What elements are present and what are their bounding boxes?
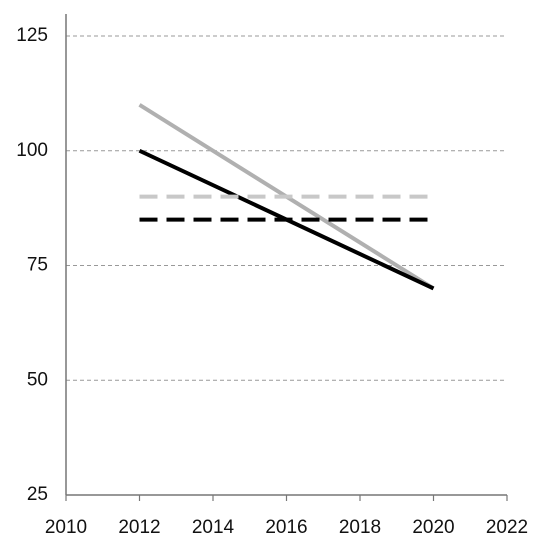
x-tick-label: 2012 — [118, 517, 160, 538]
y-tick-label: 25 — [27, 484, 48, 505]
x-tick-label: 2022 — [486, 517, 528, 538]
x-tick-label: 2014 — [192, 517, 235, 538]
x-tick-label: 2018 — [339, 517, 381, 538]
x-tick-label: 2010 — [45, 517, 87, 538]
x-tick-label: 2020 — [412, 517, 454, 538]
x-tick-label: 2016 — [265, 517, 307, 538]
y-tick-label: 125 — [16, 25, 48, 46]
y-tick-label: 100 — [16, 140, 48, 161]
y-tick-label: 75 — [27, 255, 48, 276]
y-tick-label: 50 — [27, 369, 48, 390]
